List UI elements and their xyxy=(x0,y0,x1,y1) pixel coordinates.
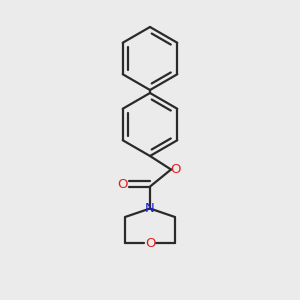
Text: O: O xyxy=(145,237,155,250)
Text: O: O xyxy=(117,178,128,191)
Text: N: N xyxy=(145,202,155,215)
Text: O: O xyxy=(170,163,181,176)
